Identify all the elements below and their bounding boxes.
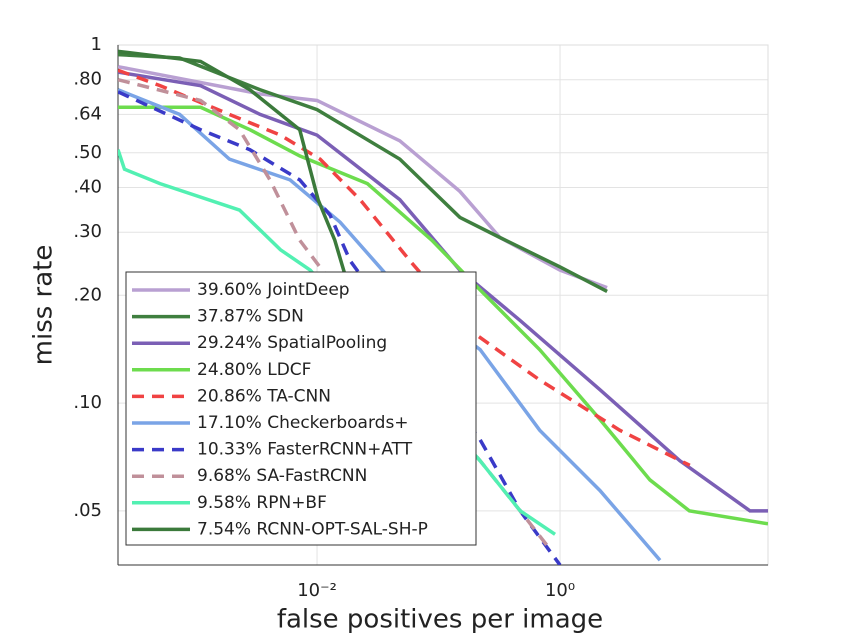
legend-label: 39.60% JointDeep <box>197 280 350 300</box>
y-tick-label: .64 <box>73 103 102 124</box>
series-line <box>118 88 662 562</box>
series-line <box>118 90 562 565</box>
plot-lines <box>118 49 768 565</box>
y-tick-label: .50 <box>73 142 102 163</box>
legend-label: 20.86% TA-CNN <box>197 386 331 406</box>
y-tick-label: 1 <box>91 34 102 55</box>
legend: 39.60% JointDeep 37.87% SDN 29.24% Spatial… <box>125 271 477 546</box>
legend-label: 24.80% LDCF <box>197 360 311 380</box>
x-axis-label: false positives per image <box>277 605 603 635</box>
y-axis-label: miss rate <box>29 245 59 366</box>
series-line <box>118 68 691 467</box>
series-line <box>118 105 768 526</box>
legend-label: 7.54% RCNN-OPT-SAL-SH-P <box>197 519 428 539</box>
legend-label: 9.58% RPN+BF <box>197 493 327 513</box>
series-line <box>118 52 608 293</box>
x-tick-label: 10⁻² <box>297 580 337 601</box>
y-tick-label: .20 <box>73 284 102 305</box>
legend-label: 9.68% SA-FastRCNN <box>197 466 367 486</box>
series-line <box>118 64 608 290</box>
legend-label: 17.10% Checkerboards+ <box>197 413 409 433</box>
legend-label: 29.24% SpatialPooling <box>197 333 387 353</box>
legend-label: 10.33% FasterRCNN+ATT <box>197 440 413 460</box>
series-line <box>118 49 347 276</box>
y-tick-label: .80 <box>73 69 102 90</box>
y-tick-label: .10 <box>73 392 102 413</box>
series-line <box>118 149 557 536</box>
y-tick-label: .40 <box>73 176 102 197</box>
y-tick-label: .30 <box>73 221 102 242</box>
y-tick-label: .05 <box>73 500 102 521</box>
legend-label: 37.87% SDN <box>197 307 304 327</box>
x-tick-label: 10⁰ <box>545 580 575 601</box>
